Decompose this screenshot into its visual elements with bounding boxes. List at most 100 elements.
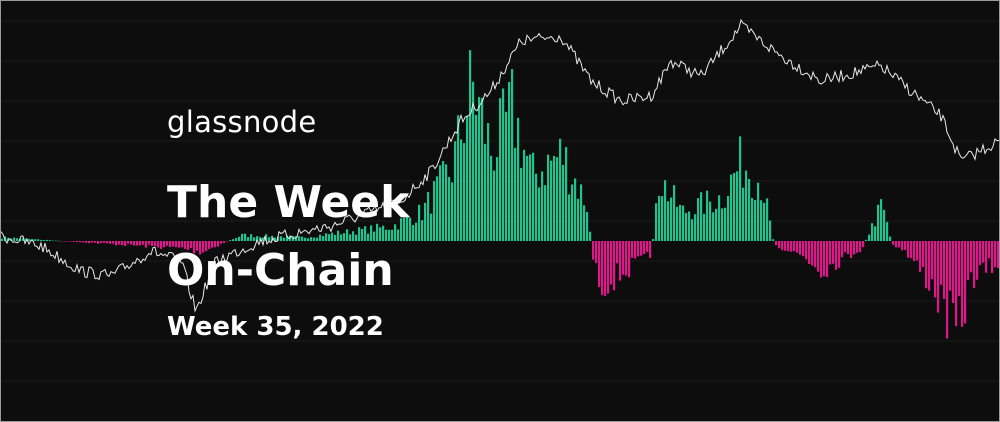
background-bar — [532, 152, 535, 241]
background-bar — [208, 241, 211, 250]
background-bar — [85, 241, 88, 243]
background-bar — [949, 241, 952, 291]
background-bar — [631, 241, 634, 258]
background-bar — [352, 231, 355, 241]
background-bar — [79, 241, 82, 243]
background-bar — [643, 241, 646, 255]
background-bar — [601, 241, 604, 296]
background-bar — [370, 225, 373, 241]
background-bar — [673, 185, 676, 241]
background-bar — [337, 230, 340, 241]
background-bar — [658, 195, 661, 241]
background-bar — [16, 238, 19, 241]
background-bar — [619, 241, 622, 281]
background-bar — [697, 198, 700, 241]
background-bar — [520, 167, 523, 241]
background-bar — [505, 111, 508, 241]
background-bar — [748, 179, 751, 241]
background-bar — [55, 240, 58, 242]
background-bar — [133, 241, 136, 246]
background-bar — [433, 181, 436, 241]
background-bar — [70, 241, 73, 242]
background-bar — [787, 241, 790, 252]
background-bar — [835, 241, 838, 270]
background-bar — [928, 241, 931, 291]
background-bar — [676, 206, 679, 241]
background-bar — [124, 241, 127, 246]
background-bar — [847, 241, 850, 255]
background-bar — [706, 190, 709, 241]
background-bar — [562, 164, 565, 241]
background-bar — [400, 218, 403, 241]
background-bar — [97, 241, 100, 244]
background-bar — [577, 198, 580, 241]
background-bar — [373, 231, 376, 241]
background-bar — [967, 241, 970, 280]
background-bar — [775, 241, 778, 246]
background-bar — [496, 157, 499, 241]
background-bar — [736, 171, 739, 241]
background-bar — [295, 236, 298, 241]
background-bar — [592, 241, 595, 260]
background-bar — [727, 196, 730, 241]
background-bar — [250, 234, 253, 241]
background-bar — [616, 241, 619, 264]
background-bar — [349, 234, 352, 241]
background-bar — [778, 241, 781, 249]
background-bar — [718, 195, 721, 241]
background-bar — [442, 161, 445, 241]
background-bar — [649, 241, 652, 258]
background-bar — [511, 69, 514, 241]
background-bar — [346, 229, 349, 241]
background-bar — [517, 117, 520, 241]
background-bar — [439, 165, 442, 241]
background-bar — [925, 241, 928, 289]
background-bar — [220, 241, 223, 244]
background-bar — [358, 227, 361, 241]
background-bar — [685, 212, 688, 241]
background-bar — [790, 241, 793, 252]
background-bar — [25, 238, 28, 241]
background-bar — [247, 237, 250, 241]
background-bar — [427, 192, 430, 241]
background-bar — [169, 241, 172, 248]
background-bar — [76, 241, 79, 243]
background-bar — [769, 220, 772, 241]
background-bar — [793, 241, 796, 252]
background-bar — [475, 114, 478, 241]
background-bar — [958, 241, 961, 297]
background-bar — [31, 238, 34, 241]
background-bar — [112, 241, 115, 244]
background-bar — [472, 81, 475, 241]
background-bar — [328, 234, 331, 241]
background-bar — [529, 154, 532, 241]
background-bar — [175, 241, 178, 248]
background-bar — [988, 241, 991, 259]
background-bar — [481, 97, 484, 242]
background-bar — [235, 238, 238, 241]
background-bar — [817, 241, 820, 272]
background-bar — [877, 204, 880, 241]
background-bar — [976, 241, 979, 280]
background-bar — [397, 229, 400, 241]
background-bar — [106, 241, 109, 244]
background-bar — [544, 185, 547, 241]
background-bar — [904, 241, 907, 250]
background-bar — [262, 237, 265, 241]
background-bar — [310, 237, 313, 241]
background-bar — [739, 136, 742, 241]
background-bar — [418, 204, 421, 241]
background-bar — [211, 241, 214, 248]
background-bar — [580, 184, 583, 241]
background-bar — [286, 235, 289, 241]
background-bar — [973, 241, 976, 289]
background-bar — [217, 241, 220, 247]
background-bar — [628, 241, 631, 278]
background-bar — [160, 241, 163, 249]
background-bar — [811, 241, 814, 266]
background-bar — [526, 155, 529, 241]
background-bar — [823, 241, 826, 277]
background-bar — [421, 220, 424, 241]
subtitle: Week 35, 2022 — [167, 312, 384, 342]
